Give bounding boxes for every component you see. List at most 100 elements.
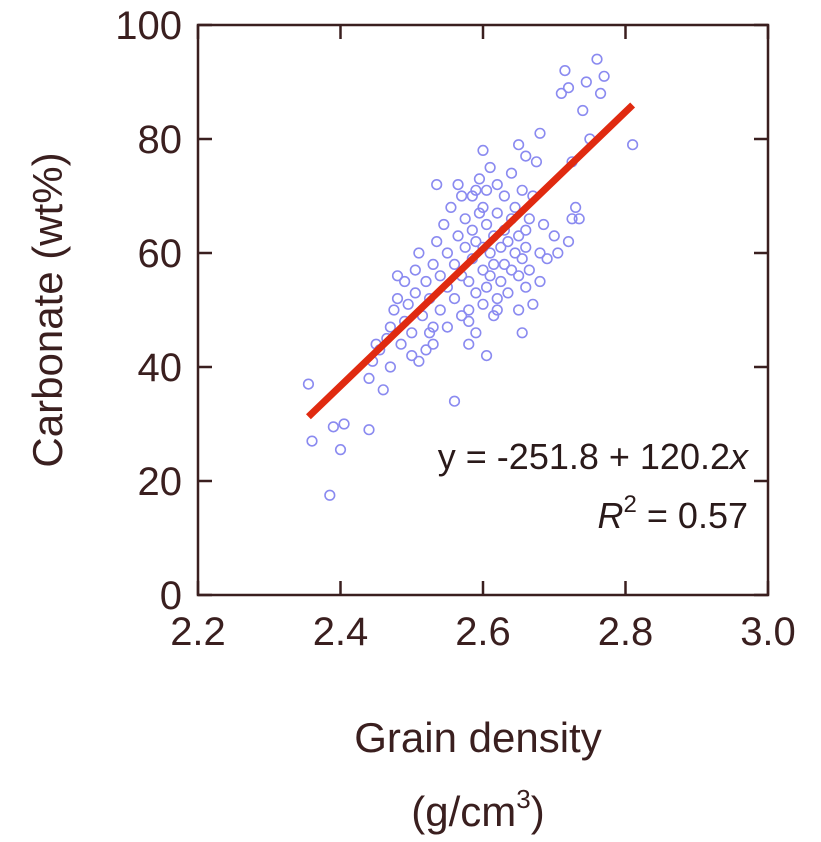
x-tick-label: 2.8: [598, 610, 654, 654]
data-point: [420, 344, 432, 356]
data-point: [527, 298, 539, 310]
data-point: [552, 247, 564, 259]
data-point: [627, 139, 639, 151]
data-point: [363, 424, 375, 436]
data-point: [491, 207, 503, 219]
data-point: [491, 304, 503, 316]
data-point: [580, 76, 592, 88]
data-point: [520, 281, 532, 293]
data-point: [477, 264, 489, 276]
data-point: [591, 53, 603, 65]
data-points: [302, 53, 639, 501]
data-point: [534, 275, 546, 288]
y-axis-label: Carbonate (wt%): [24, 152, 71, 467]
data-point: [502, 236, 514, 248]
data-point: [338, 418, 350, 430]
x-axis-unit: (g/cm3): [411, 784, 544, 835]
data-point: [459, 241, 471, 253]
data-point: [573, 213, 585, 225]
y-tick-label: 80: [138, 118, 183, 162]
data-point: [491, 293, 503, 305]
data-point: [480, 281, 493, 293]
data-point: [484, 161, 496, 174]
data-point: [523, 213, 535, 225]
data-point: [384, 361, 396, 373]
data-point: [406, 327, 418, 339]
data-point: [466, 224, 478, 236]
data-point: [530, 156, 543, 168]
y-tick-label: 0: [160, 574, 182, 618]
data-point: [399, 275, 411, 288]
data-point: [594, 87, 607, 99]
data-point: [431, 236, 443, 248]
data-point: [488, 258, 500, 271]
data-point: [548, 230, 560, 242]
y-tick-label: 60: [138, 232, 183, 276]
data-point: [488, 310, 500, 322]
data-point: [452, 230, 464, 242]
data-point: [534, 127, 546, 139]
y-tick-label: 100: [115, 4, 182, 48]
data-point: [441, 321, 453, 333]
data-point: [463, 275, 475, 288]
data-point: [516, 327, 528, 339]
data-point: [495, 241, 507, 253]
data-point: [427, 338, 439, 350]
data-point: [423, 327, 436, 339]
data-point: [434, 270, 446, 282]
data-point: [324, 489, 336, 501]
data-point: [420, 275, 432, 288]
data-point: [409, 287, 421, 299]
data-point: [406, 350, 418, 362]
x-tick-label: 2.4: [313, 610, 369, 654]
axis-ticks: 2.2 2.4 2.6 2.8 3.0 0 20 40 60 80 100: [115, 4, 796, 654]
data-point: [377, 384, 389, 396]
data-point: [327, 421, 339, 433]
data-point: [448, 293, 461, 305]
data-point: [473, 207, 486, 219]
data-point: [598, 70, 610, 82]
data-point: [570, 201, 582, 213]
data-point: [502, 287, 514, 299]
data-point: [477, 298, 489, 310]
data-point: [516, 253, 528, 265]
data-point: [463, 304, 475, 316]
data-point: [509, 247, 521, 259]
data-point: [302, 378, 315, 390]
data-point: [520, 224, 532, 236]
data-point: [441, 247, 453, 259]
data-point: [495, 275, 507, 288]
data-point: [534, 247, 546, 259]
x-tick-label: 2.2: [170, 610, 226, 654]
r-squared-annotation: R2 = 0.57: [598, 491, 748, 536]
data-point: [409, 264, 421, 276]
data-point: [334, 444, 347, 456]
data-point: [391, 270, 404, 282]
data-point: [516, 184, 528, 196]
data-point: [477, 201, 489, 213]
data-point: [413, 355, 425, 367]
data-point: [434, 304, 446, 316]
data-point: [566, 213, 578, 225]
data-point: [466, 190, 478, 202]
data-point: [470, 327, 482, 339]
data-point: [480, 350, 493, 362]
data-point: [491, 179, 503, 191]
data-point: [384, 321, 396, 333]
data-point: [513, 304, 525, 316]
data-point: [427, 321, 439, 333]
data-point: [513, 139, 525, 151]
data-point: [477, 144, 489, 156]
data-point: [505, 264, 518, 276]
data-point: [395, 338, 407, 350]
x-tick-label: 3.0: [740, 610, 796, 654]
x-tick-label: 2.6: [455, 610, 511, 654]
data-point: [463, 315, 475, 328]
data-point: [470, 184, 482, 196]
data-point: [562, 82, 575, 94]
data-point: [413, 247, 425, 259]
data-point: [306, 435, 318, 447]
data-point: [363, 372, 375, 385]
data-point: [452, 179, 464, 191]
